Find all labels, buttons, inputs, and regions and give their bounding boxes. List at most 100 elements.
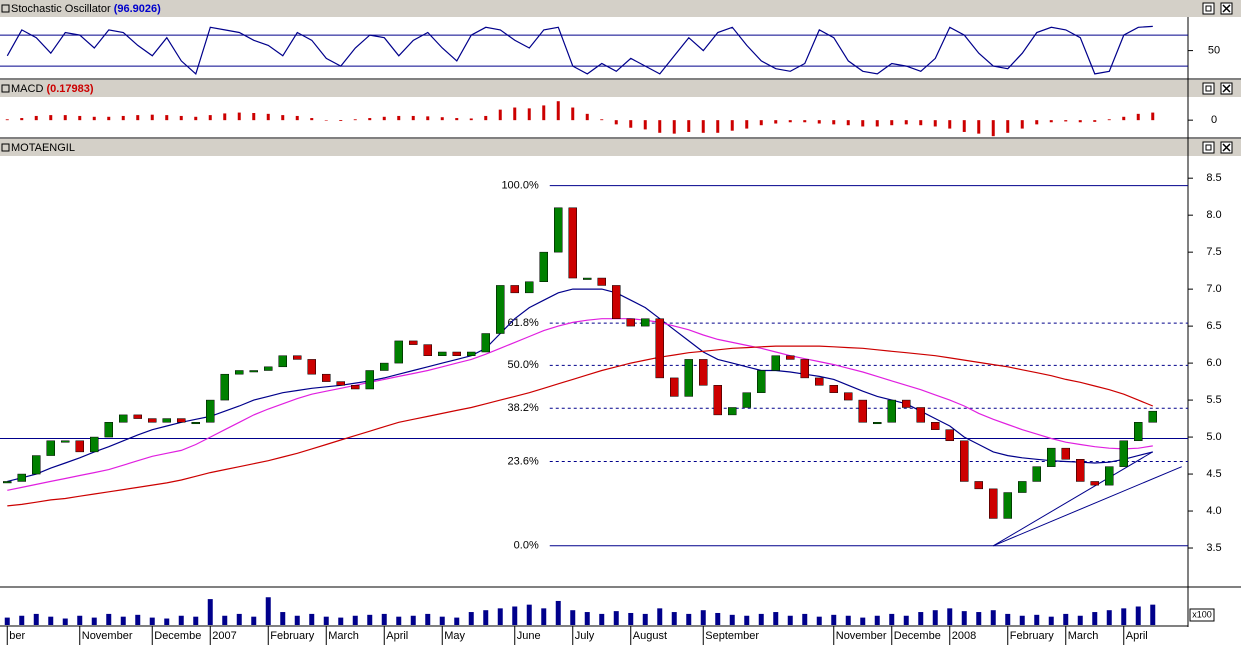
bar <box>469 118 473 121</box>
trendline <box>993 466 1182 547</box>
bar <box>787 615 793 625</box>
bar <box>252 113 256 121</box>
bar <box>816 616 822 625</box>
bar <box>672 120 676 134</box>
bar <box>860 617 866 625</box>
bar <box>977 120 981 134</box>
bar <box>396 616 402 625</box>
candle <box>17 473 26 482</box>
maximize-button[interactable] <box>1202 82 1215 95</box>
candle <box>1032 466 1041 482</box>
candle <box>873 422 882 425</box>
bar <box>1093 120 1097 122</box>
bar <box>947 608 953 625</box>
bar <box>440 117 444 121</box>
panel-icon <box>1 143 10 152</box>
bar <box>933 120 937 127</box>
bar <box>671 612 677 625</box>
bar <box>91 617 97 625</box>
bar <box>991 120 995 137</box>
bar <box>758 613 764 625</box>
fib-label: 100.0% <box>501 179 539 191</box>
bar <box>832 120 836 125</box>
bar <box>63 115 67 121</box>
bar <box>629 120 633 128</box>
bar <box>643 120 647 130</box>
candle <box>742 392 751 408</box>
x-tick-label: June <box>517 630 541 642</box>
candle <box>829 385 838 393</box>
bar <box>1064 120 1068 122</box>
bar <box>106 613 112 625</box>
candle <box>1090 481 1099 486</box>
candle <box>133 414 142 419</box>
bar <box>251 616 257 625</box>
bar <box>642 613 648 625</box>
fib-label: 38.2% <box>508 402 539 414</box>
fib-label: 50.0% <box>508 359 539 371</box>
window-buttons[interactable] <box>1202 2 1233 154</box>
bar <box>381 613 387 625</box>
bar <box>439 616 445 625</box>
bar <box>774 120 778 124</box>
maximize-button[interactable] <box>1202 141 1215 154</box>
bar <box>1005 613 1011 625</box>
bar <box>367 614 373 625</box>
panel-icon <box>1 84 10 93</box>
bar <box>542 105 546 121</box>
candle <box>844 392 853 401</box>
bar <box>49 115 53 121</box>
bar <box>556 101 560 121</box>
bar <box>512 606 518 625</box>
bar <box>484 115 488 121</box>
bar <box>831 614 837 625</box>
candle <box>148 418 157 423</box>
panel-header <box>0 139 1241 156</box>
bar <box>700 610 706 625</box>
x-tick-label: March <box>1068 630 1099 642</box>
bar <box>397 115 401 121</box>
candle <box>699 359 708 386</box>
bar <box>788 120 792 123</box>
candle <box>1105 466 1114 486</box>
bar <box>339 120 343 121</box>
candle <box>597 277 606 286</box>
bar <box>1019 615 1025 625</box>
bar <box>121 115 125 121</box>
candle <box>351 385 360 390</box>
bar <box>803 120 807 123</box>
candle <box>307 359 316 375</box>
bar <box>599 613 605 625</box>
maximize-button[interactable] <box>1202 2 1215 15</box>
icon <box>1222 4 1231 13</box>
candle <box>496 285 505 334</box>
candle <box>264 366 273 371</box>
candle <box>626 318 635 327</box>
candle <box>423 344 432 356</box>
y-tick-label: 6.0 <box>1206 357 1221 369</box>
y-tick-label: 5.0 <box>1206 431 1221 443</box>
bar <box>961 611 967 625</box>
readout: (96.9026) <box>114 3 161 15</box>
bar <box>280 612 286 625</box>
bar <box>33 613 39 625</box>
x-tick-label: February <box>270 630 315 642</box>
bar <box>368 118 372 121</box>
bar <box>426 116 430 121</box>
moving-average <box>7 318 1153 491</box>
candle <box>322 373 331 382</box>
title: Stochastic Oscillator <box>11 3 111 15</box>
y-tick-label: 7.0 <box>1206 283 1221 295</box>
moving-average <box>7 345 1154 507</box>
bar <box>135 614 141 625</box>
y-tick-label: 4.5 <box>1206 468 1221 480</box>
candle <box>278 355 287 368</box>
bar <box>584 612 590 625</box>
bar <box>497 608 503 625</box>
fib-label: 0.0% <box>514 540 539 552</box>
bar <box>555 600 561 625</box>
bar <box>294 615 300 625</box>
candle <box>336 381 345 386</box>
candle <box>568 207 577 279</box>
